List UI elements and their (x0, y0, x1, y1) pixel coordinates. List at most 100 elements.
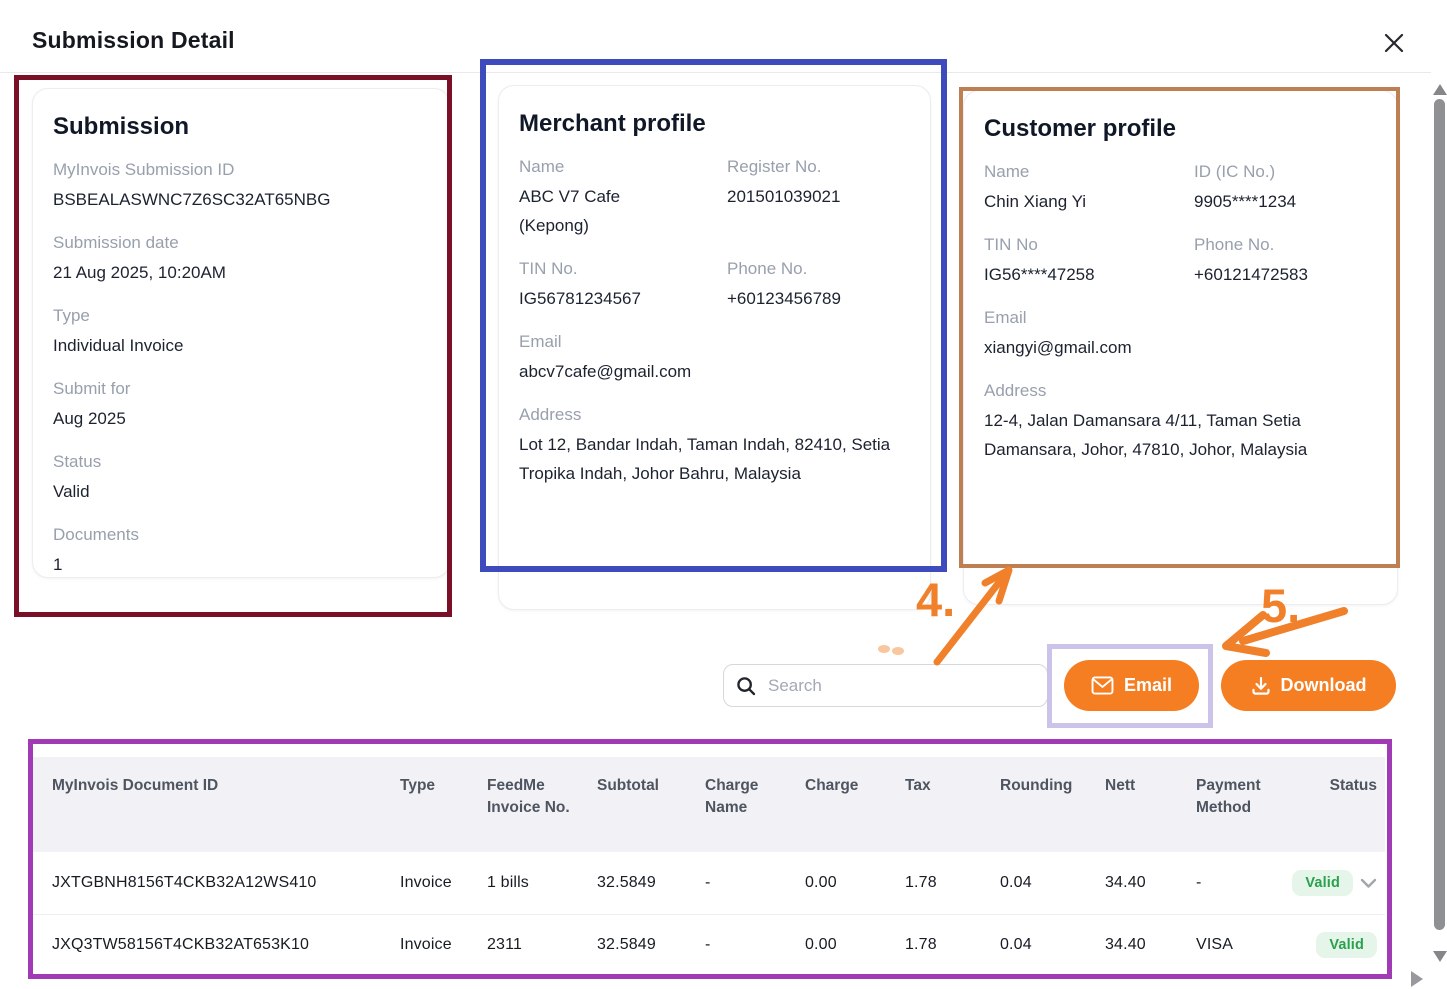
cell-feedme-invoice-no: 2311 (487, 936, 523, 953)
field-value: Lot 12, Bandar Indah, Taman Indah, 82410… (519, 435, 891, 483)
field-value: abcv7cafe@gmail.com (519, 362, 692, 381)
field-label: Phone No. (727, 259, 808, 278)
field-value: BSBEALASWNC7Z6SC32AT65NBG (53, 190, 331, 209)
cell-tax: 1.78 (905, 874, 937, 891)
scroll-right-arrow-icon[interactable] (1411, 971, 1423, 987)
field-value: +60121472583 (1194, 265, 1308, 284)
cell-type: Invoice (400, 936, 452, 953)
field-value: Individual Invoice (53, 336, 184, 355)
field-label: MyInvois Submission ID (53, 160, 235, 179)
page-title: Submission Detail (32, 27, 235, 53)
annotation-arrow-5 (1239, 607, 1348, 645)
field-label: Documents (53, 525, 139, 544)
cell-payment-method: VISA (1196, 936, 1234, 953)
documents-table: MyInvois Document ID Type FeedMe Invoice… (33, 757, 1385, 975)
field-value: IG56781234567 (519, 289, 641, 308)
field-value: 21 Aug 2025, 10:20AM (53, 263, 226, 282)
email-button[interactable]: Email (1064, 660, 1199, 711)
cell-charge: 0.00 (805, 874, 837, 891)
field-label: ID (IC No.) (1194, 162, 1276, 181)
field-label: Register No. (727, 157, 822, 176)
cell-doc-id: JXTGBNH8156T4CKB32A12WS410 (52, 874, 317, 891)
field-value: Valid (53, 482, 90, 501)
field-value: 1 (53, 555, 63, 574)
column-header: Charge (805, 777, 859, 794)
field-value: 9905****1234 (1194, 192, 1297, 211)
header-divider (0, 72, 1431, 73)
close-button[interactable] (1379, 28, 1409, 58)
field-label: Submit for (53, 379, 131, 398)
column-header: Nett (1105, 777, 1136, 794)
column-header: MyInvois Document ID (52, 777, 219, 794)
column-header: Status (1329, 777, 1377, 794)
cell-nett: 34.40 (1105, 936, 1146, 953)
download-button[interactable]: Download (1221, 660, 1396, 711)
merchant-card-title: Merchant profile (519, 110, 706, 137)
download-icon (1251, 676, 1270, 695)
cell-nett: 34.40 (1105, 874, 1146, 891)
field-label: Name (519, 157, 565, 176)
column-header: Rounding (1000, 777, 1073, 794)
submission-card: Submission MyInvois Submission ID BSBEAL… (32, 88, 450, 578)
cell-subtotal: 32.5849 (597, 936, 656, 953)
column-header: FeedMe Invoice No. (487, 777, 570, 816)
scroll-down-arrow-icon[interactable] (1433, 951, 1447, 962)
annotation-arrowhead-5 (1222, 611, 1270, 657)
field-label: TIN No. (519, 259, 578, 278)
vertical-scrollbar-thumb[interactable] (1434, 99, 1445, 930)
field-label: Status (53, 452, 102, 471)
field-value: 12-4, Jalan Damansara 4/11, Taman Setia … (984, 411, 1308, 459)
field-label: Address (519, 405, 582, 424)
cell-subtotal: 32.5849 (597, 874, 656, 891)
field-label: Submission date (53, 233, 179, 252)
email-icon (1091, 676, 1114, 695)
cell-feedme-invoice-no: 1 bills (487, 874, 529, 891)
cell-payment-method: - (1196, 874, 1202, 891)
annotation-stray-mark (878, 645, 890, 653)
field-value: 201501039021 (727, 187, 841, 206)
cell-charge-name: - (705, 936, 711, 953)
search-input[interactable] (766, 674, 1035, 697)
column-header: Type (400, 777, 436, 794)
cell-rounding: 0.04 (1000, 936, 1032, 953)
cell-status: Valid (1285, 932, 1385, 958)
field-label: Address (984, 381, 1047, 400)
chevron-down-icon[interactable] (1360, 878, 1377, 889)
column-header: Subtotal (597, 777, 659, 794)
cell-status: Valid (1285, 870, 1385, 896)
status-badge: Valid (1292, 870, 1353, 896)
close-icon (1384, 33, 1404, 53)
field-value: Aug 2025 (53, 409, 126, 428)
field-value: ABC V7 Cafe (Kepong) (519, 187, 621, 235)
field-value: Chin Xiang Yi (984, 192, 1087, 211)
column-header: Charge Name (705, 777, 759, 816)
field-label: Name (984, 162, 1030, 181)
cell-doc-id: JXQ3TW58156T4CKB32AT653K10 (52, 936, 310, 953)
status-badge: Valid (1316, 932, 1377, 958)
cell-tax: 1.78 (905, 936, 937, 953)
table-row[interactable]: JXQ3TW58156T4CKB32AT653K10 Invoice 2311 … (33, 914, 1385, 975)
field-value: +60123456789 (727, 289, 841, 308)
table-row[interactable]: JXTGBNH8156T4CKB32A12WS410 Invoice 1 bil… (33, 852, 1385, 914)
cell-charge: 0.00 (805, 936, 837, 953)
field-label: Email (984, 308, 1027, 327)
annotation-stray-mark (892, 647, 904, 655)
table-header-row: MyInvois Document ID Type FeedMe Invoice… (33, 757, 1385, 852)
cell-rounding: 0.04 (1000, 874, 1032, 891)
search-box[interactable] (723, 664, 1048, 707)
column-header: Payment Method (1196, 777, 1261, 816)
submission-card-title: Submission (53, 113, 190, 140)
merchant-profile-card: Merchant profile Name ABC V7 Cafe (Kepon… (498, 85, 931, 610)
field-label: Phone No. (1194, 235, 1275, 254)
download-button-label: Download (1280, 675, 1367, 695)
customer-profile-card: Customer profile Name Chin Xiang Yi ID (… (963, 90, 1398, 605)
field-label: TIN No (984, 235, 1038, 254)
field-label: Email (519, 332, 562, 351)
customer-card-title: Customer profile (984, 115, 1177, 142)
email-button-label: Email (1123, 675, 1173, 695)
scroll-up-arrow-icon[interactable] (1433, 84, 1447, 95)
field-label: Type (53, 306, 90, 325)
cell-type: Invoice (400, 874, 452, 891)
cell-charge-name: - (705, 874, 711, 891)
